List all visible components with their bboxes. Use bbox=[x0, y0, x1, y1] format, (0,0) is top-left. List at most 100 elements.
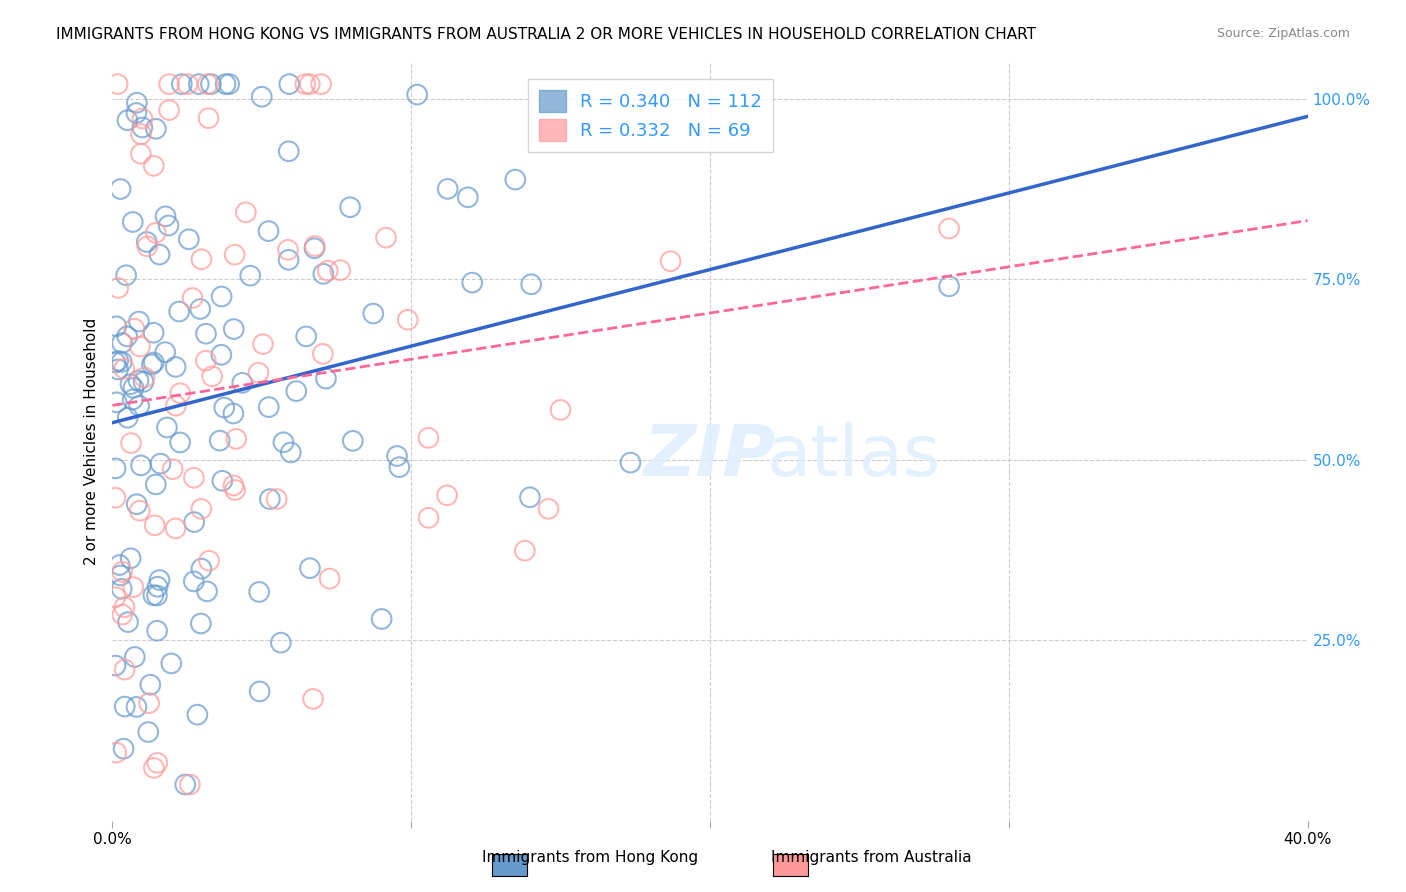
Point bbox=[131, 112, 153, 126]
Point bbox=[145, 226, 167, 240]
Point bbox=[128, 314, 150, 328]
Point bbox=[157, 219, 180, 233]
Point bbox=[385, 449, 408, 463]
Point bbox=[195, 584, 218, 599]
Point bbox=[115, 268, 138, 283]
Point bbox=[273, 435, 295, 450]
Point bbox=[176, 77, 198, 91]
Point bbox=[174, 778, 197, 792]
Point bbox=[249, 684, 271, 698]
Point bbox=[201, 369, 224, 384]
Point bbox=[111, 336, 134, 351]
Point bbox=[396, 312, 419, 326]
Point bbox=[107, 354, 129, 368]
Point bbox=[659, 254, 682, 268]
Point bbox=[155, 210, 177, 224]
Point bbox=[342, 434, 364, 448]
Point bbox=[110, 182, 132, 196]
Point bbox=[239, 268, 262, 283]
Point bbox=[339, 200, 361, 214]
Point bbox=[111, 582, 134, 596]
Point bbox=[190, 501, 212, 516]
Point bbox=[146, 756, 169, 770]
Text: Immigrants from Hong Kong: Immigrants from Hong Kong bbox=[482, 850, 699, 865]
Point bbox=[550, 403, 572, 417]
Point bbox=[179, 778, 201, 792]
Point bbox=[222, 407, 245, 421]
Point bbox=[120, 551, 142, 566]
Point bbox=[183, 471, 205, 485]
Point bbox=[316, 264, 339, 278]
Point bbox=[142, 326, 165, 340]
Point bbox=[225, 432, 247, 446]
Point bbox=[107, 77, 129, 91]
Point bbox=[105, 319, 128, 334]
Point bbox=[148, 573, 170, 587]
Point bbox=[117, 615, 139, 629]
Point bbox=[183, 515, 205, 529]
Point bbox=[257, 400, 280, 414]
Text: ZIP: ZIP bbox=[644, 422, 776, 491]
Point bbox=[149, 457, 172, 471]
Point bbox=[142, 159, 165, 173]
Point bbox=[145, 477, 167, 491]
Point bbox=[104, 355, 127, 369]
Point bbox=[259, 492, 281, 507]
Point bbox=[211, 289, 233, 303]
Text: Immigrants from Australia: Immigrants from Australia bbox=[772, 850, 972, 865]
Point bbox=[129, 458, 152, 473]
Point bbox=[280, 445, 302, 459]
Point bbox=[370, 612, 392, 626]
Point bbox=[200, 77, 222, 91]
Point bbox=[285, 384, 308, 398]
Point bbox=[121, 392, 143, 407]
Point bbox=[104, 491, 127, 505]
Point bbox=[457, 190, 479, 204]
Point bbox=[165, 399, 187, 413]
Point bbox=[194, 353, 217, 368]
Point bbox=[125, 106, 148, 120]
Point bbox=[218, 77, 240, 91]
Point bbox=[167, 304, 190, 318]
Point bbox=[143, 518, 166, 533]
Point bbox=[105, 395, 128, 409]
Point bbox=[120, 377, 142, 392]
Point bbox=[250, 89, 273, 103]
Point bbox=[224, 247, 246, 261]
Point bbox=[115, 329, 138, 343]
Point bbox=[266, 492, 288, 507]
Point bbox=[181, 291, 204, 305]
Point bbox=[211, 474, 233, 488]
Point bbox=[252, 337, 274, 351]
Point bbox=[298, 561, 321, 575]
Point bbox=[155, 345, 177, 359]
Point bbox=[125, 95, 148, 110]
Point bbox=[208, 434, 231, 448]
Point bbox=[122, 381, 145, 395]
Point bbox=[190, 252, 212, 267]
Point bbox=[197, 77, 219, 91]
Point bbox=[214, 77, 236, 91]
Point bbox=[619, 456, 641, 470]
Point bbox=[505, 172, 527, 186]
Y-axis label: 2 or more Vehicles in Household: 2 or more Vehicles in Household bbox=[83, 318, 98, 566]
Point bbox=[129, 339, 152, 353]
Point bbox=[169, 386, 191, 401]
Point bbox=[277, 252, 299, 267]
Point bbox=[125, 699, 148, 714]
Point bbox=[298, 77, 321, 91]
Point bbox=[157, 103, 180, 117]
Point bbox=[111, 355, 134, 369]
Point bbox=[537, 501, 560, 516]
Point bbox=[135, 235, 157, 249]
Point bbox=[315, 371, 337, 385]
Point bbox=[247, 585, 270, 599]
Point bbox=[131, 120, 153, 135]
Point bbox=[107, 281, 129, 295]
Point bbox=[247, 366, 270, 380]
Point bbox=[318, 572, 340, 586]
Point bbox=[129, 146, 152, 161]
Point bbox=[129, 127, 152, 141]
Point bbox=[157, 77, 180, 91]
Point bbox=[375, 230, 398, 244]
